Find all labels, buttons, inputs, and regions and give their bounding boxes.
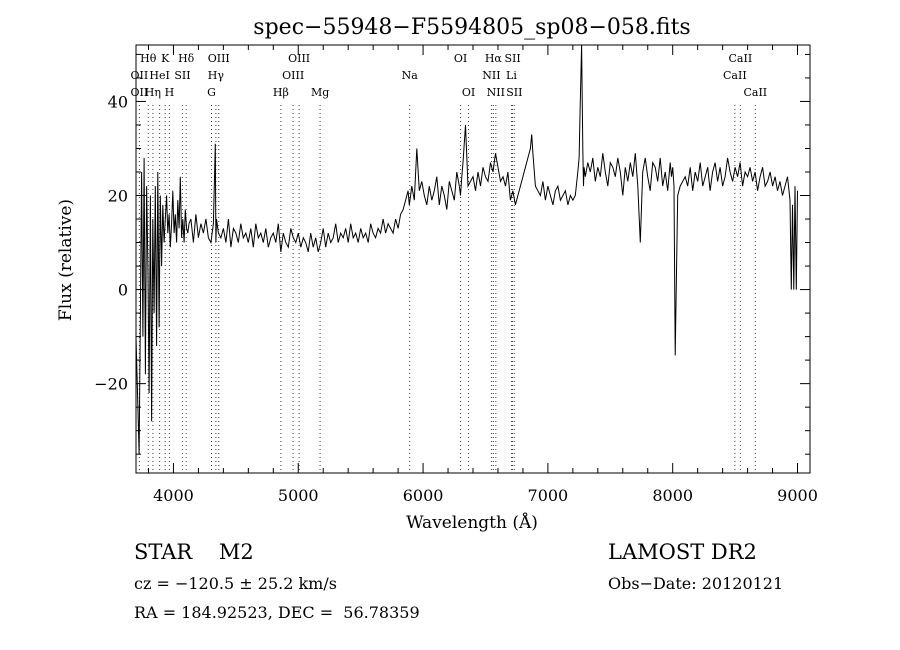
- observation-date: Obs−Date: 20120121: [608, 574, 784, 593]
- line-marker-label: CaII: [723, 69, 747, 82]
- line-marker-label: SII: [174, 69, 190, 82]
- y-tick-labels: −20 0 20 40: [94, 92, 128, 393]
- redshift-cz: cz = −120.5 ± 25.2 km/s: [134, 574, 337, 593]
- line-marker-label: HeI: [149, 69, 169, 82]
- ra-dec-coordinates: RA = 184.92523, DEC = 56.78359: [134, 603, 420, 622]
- line-marker-label: Hγ: [208, 69, 225, 82]
- spectrum-line: [135, 44, 798, 455]
- line-marker-label: NII: [487, 86, 505, 99]
- line-marker-label: NII: [482, 69, 500, 82]
- line-marker-label: K: [161, 52, 170, 65]
- x-tick-label: 7000: [528, 486, 569, 505]
- x-tick-label: 5000: [278, 486, 319, 505]
- line-marker-label: Hβ: [273, 86, 289, 99]
- x-tick-labels: 4000 5000 6000 7000 8000 9000: [153, 486, 818, 505]
- object-class: STAR M2: [134, 540, 254, 564]
- line-marker-label: OIII: [288, 52, 310, 65]
- line-marker-label: Na: [402, 69, 419, 82]
- line-marker-label: Hθ: [140, 52, 157, 65]
- line-marker-label: SII: [504, 52, 520, 65]
- line-marker-label: H: [165, 86, 175, 99]
- line-marker-label: OII: [131, 69, 149, 82]
- line-marker-label: Li: [506, 69, 517, 82]
- line-marker-label: CaII: [743, 86, 767, 99]
- spectrum-figure: spec−55948−F5594805_sp08−058.fits Hθ K Hδ O…: [56, 15, 818, 533]
- line-marker-label: OI: [462, 86, 475, 99]
- line-marker-label: CaII: [729, 52, 753, 65]
- y-axis-label: Flux (relative): [56, 199, 76, 321]
- line-marker-label: G: [207, 86, 216, 99]
- line-marker-label: OIII: [208, 52, 230, 65]
- line-marker-label: Hα: [485, 52, 503, 65]
- survey-name: LAMOST DR2: [608, 540, 757, 564]
- line-marker-label: OII: [131, 86, 149, 99]
- line-marker-label: Hη: [145, 86, 161, 99]
- chart-title: spec−55948−F5594805_sp08−058.fits: [253, 15, 690, 40]
- line-marker-label: Mg: [311, 86, 329, 99]
- x-tick-label: 9000: [777, 486, 818, 505]
- axis-ticks: [136, 45, 810, 473]
- x-tick-label: 4000: [153, 486, 194, 505]
- x-axis-label: Wavelength (Å): [406, 512, 538, 533]
- y-tick-label: 40: [108, 92, 128, 111]
- x-tick-label: 8000: [652, 486, 693, 505]
- plot-frame: [135, 44, 811, 474]
- line-marker-label: Hδ: [178, 52, 195, 65]
- line-marker-label: SII: [506, 86, 522, 99]
- y-tick-label: 0: [118, 281, 128, 300]
- x-tick-label: 6000: [403, 486, 444, 505]
- line-marker-label: OIII: [282, 69, 304, 82]
- y-tick-label: −20: [94, 375, 128, 394]
- y-tick-label: 20: [108, 187, 128, 206]
- line-marker-label: OI: [454, 52, 467, 65]
